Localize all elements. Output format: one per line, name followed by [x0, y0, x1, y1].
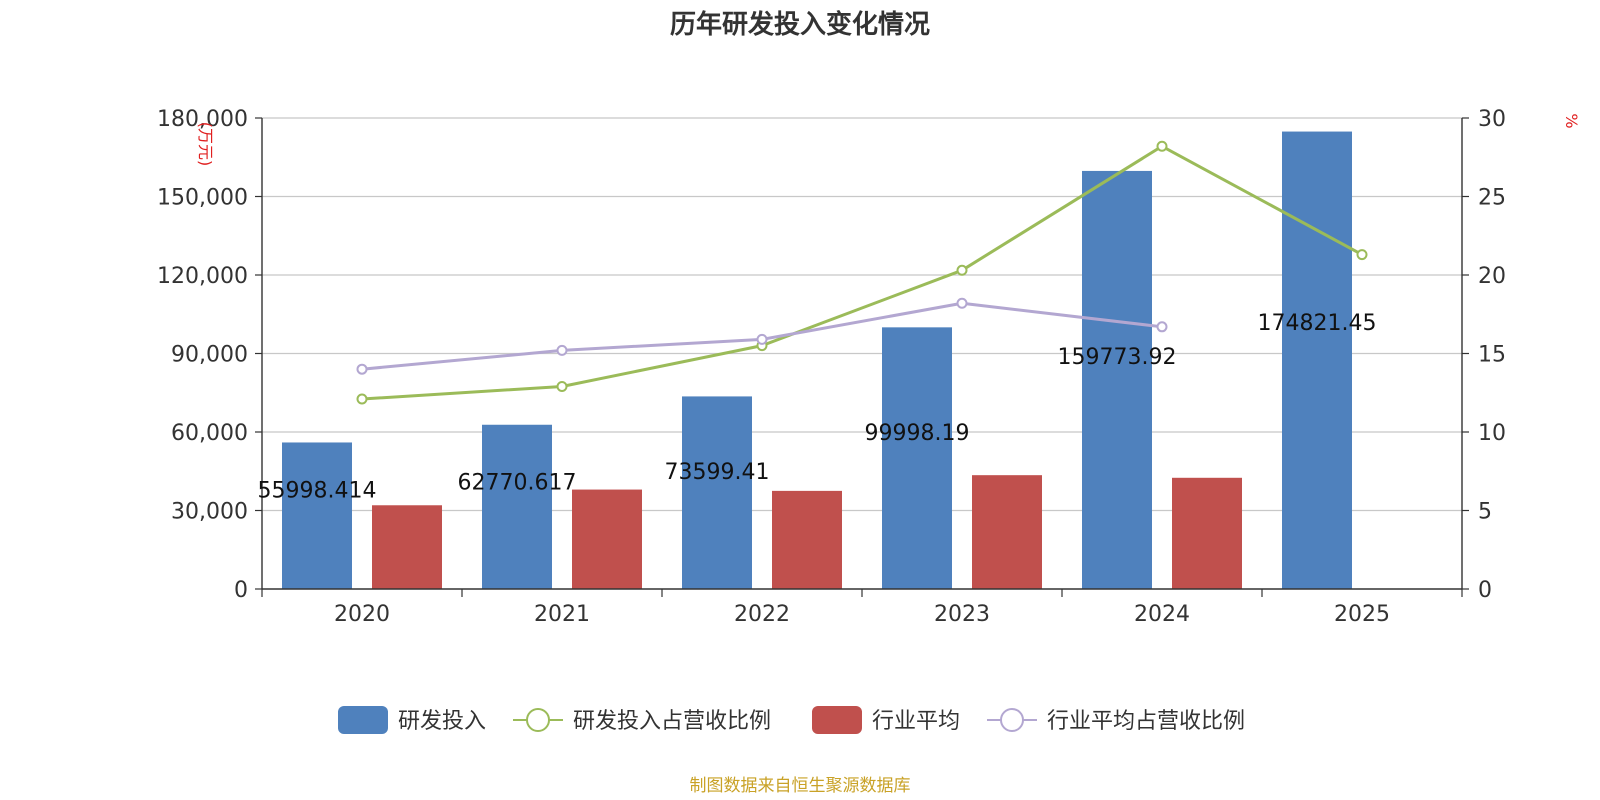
series-point — [1156, 140, 1168, 152]
series-point — [356, 363, 368, 375]
left-axis-unit: (万元) — [196, 122, 215, 167]
bar-rd-investment — [482, 424, 552, 589]
right-axis-tick-label: 30 — [1478, 107, 1506, 132]
legend-item: 研发投入 — [338, 706, 486, 734]
x-axis-tick-label: 2021 — [534, 602, 590, 627]
left-axis-tick-label: 150,000 — [157, 186, 248, 211]
series-line-rd-ratio — [361, 144, 1363, 401]
series-point — [556, 344, 568, 356]
series-point — [1156, 321, 1168, 333]
bar-rd-investment — [282, 442, 352, 589]
bar-value-label: 99998.19 — [865, 421, 970, 446]
bar-industry-average — [372, 505, 442, 589]
legend-label: 行业平均 — [872, 709, 960, 734]
series-point — [1356, 249, 1368, 261]
series-point — [356, 393, 368, 405]
legend-label: 行业平均占营收比例 — [1047, 709, 1245, 734]
legend-item: 行业平均 — [812, 706, 960, 734]
left-axis-tick-label: 30,000 — [171, 500, 248, 525]
legend-item: 行业平均占营收比例 — [987, 708, 1245, 734]
bars — [282, 131, 1352, 589]
right-axis-tick-label: 20 — [1478, 264, 1506, 289]
x-axis-tick-label: 2024 — [1134, 602, 1190, 627]
legend-label: 研发投入 — [398, 709, 486, 734]
right-axis-tick-label: 10 — [1478, 421, 1506, 446]
left-axis-tick-label: 0 — [234, 578, 248, 603]
right-axis-tick-label: 25 — [1478, 186, 1506, 211]
data-labels: 55998.414 62770.617 73599.41 99998.19 159773… — [258, 311, 1377, 503]
series-point — [756, 333, 768, 345]
source-note: 制图数据来自恒生聚源数据库 — [690, 776, 911, 796]
left-axis-tick-label: 180,000 — [157, 107, 248, 132]
bar-rd-investment — [1082, 170, 1152, 589]
bar-industry-average — [1172, 477, 1242, 589]
x-axis-tick-label: 2022 — [734, 602, 790, 627]
legend: 研发投入 研发投入占营收比例 行业平均 行业平均占营收比例 — [338, 706, 1245, 734]
bar-industry-average — [772, 490, 842, 589]
legend-label: 研发投入占营收比例 — [573, 709, 771, 734]
bar-value-label: 73599.41 — [665, 460, 770, 485]
right-axis-tick-label: 5 — [1478, 500, 1492, 525]
x-axis-tick-label: 2025 — [1334, 602, 1390, 627]
legend-marker — [1000, 708, 1024, 732]
bar-rd-investment — [1282, 131, 1352, 589]
bar-value-label: 174821.45 — [1258, 311, 1377, 336]
legend-swatch — [338, 706, 388, 734]
right-axis-unit: % — [1562, 113, 1581, 128]
x-axis-tick-label: 2020 — [334, 602, 390, 627]
left-axis-tick-label: 60,000 — [171, 421, 248, 446]
bar-rd-investment — [882, 327, 952, 589]
chart-title: 历年研发投入变化情况 — [670, 9, 930, 40]
bar-industry-average — [572, 489, 642, 589]
bar-rd-investment — [682, 396, 752, 589]
right-axis-tick-label: 0 — [1478, 578, 1492, 603]
legend-swatch — [812, 706, 862, 734]
right-axis-tick-label: 15 — [1478, 343, 1506, 368]
bar-value-label: 55998.414 — [258, 478, 377, 503]
series-point — [956, 264, 968, 276]
lines — [356, 140, 1368, 405]
grid — [262, 117, 1462, 512]
bar-value-label: 62770.617 — [458, 471, 577, 496]
axes: 0 30,000 60,000 90,000 120,000 150,000 180,000… — [157, 107, 1506, 627]
bar-industry-average — [972, 475, 1042, 589]
x-axis-tick-label: 2023 — [934, 602, 990, 627]
legend-marker — [526, 708, 550, 732]
series-point — [556, 380, 568, 392]
legend-item: 研发投入占营收比例 — [513, 708, 771, 734]
left-axis-tick-label: 90,000 — [171, 343, 248, 368]
bar-value-label: 159773.92 — [1058, 345, 1177, 370]
series-point — [956, 297, 968, 309]
left-axis-tick-label: 120,000 — [157, 264, 248, 289]
